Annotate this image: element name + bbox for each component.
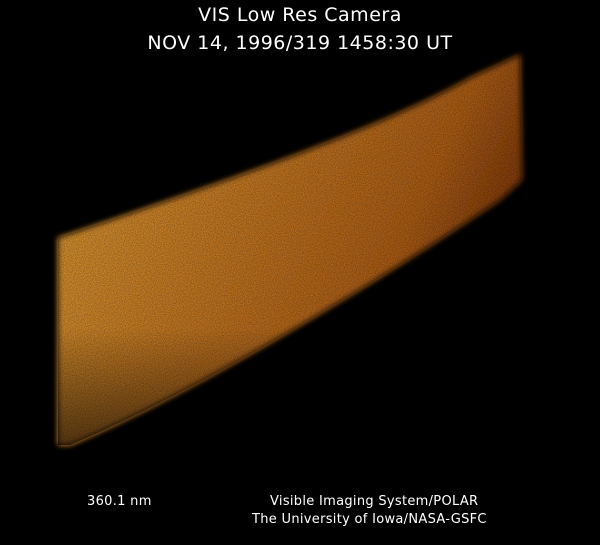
credit-line-2: The University of Iowa/NASA-GSFC [252, 512, 487, 527]
image-timestamp: NOV 14, 1996/319 1458:30 UT [147, 32, 453, 54]
wavelength-label: 360.1 nm [87, 494, 152, 509]
aurora-band [58, 55, 522, 445]
credit-line-1: Visible Imaging System/POLAR [270, 494, 479, 509]
image-title: VIS Low Res Camera [198, 4, 402, 26]
